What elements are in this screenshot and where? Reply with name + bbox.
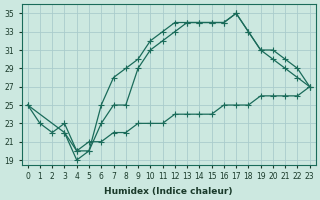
X-axis label: Humidex (Indice chaleur): Humidex (Indice chaleur): [104, 187, 233, 196]
